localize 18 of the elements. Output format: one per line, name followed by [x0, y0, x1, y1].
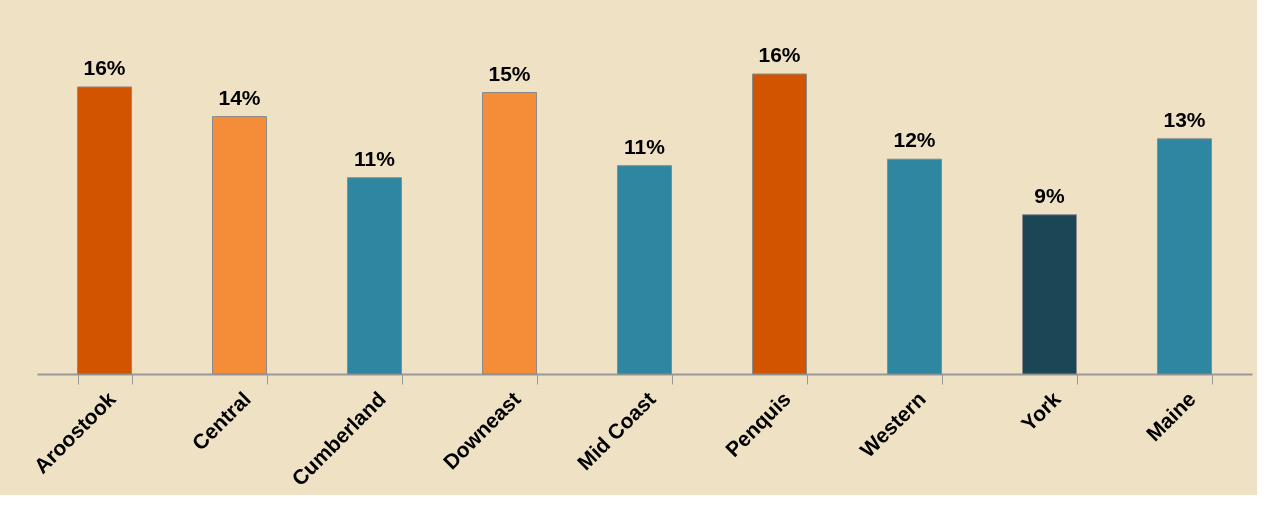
bar: [347, 177, 402, 375]
bar: [482, 92, 537, 375]
bar: [212, 116, 267, 375]
data-label: 12%: [893, 128, 936, 152]
data-label: 16%: [83, 55, 126, 79]
bar: [887, 158, 942, 375]
data-label: 14%: [218, 85, 261, 109]
bar: [752, 73, 807, 375]
data-label: 11%: [354, 146, 396, 170]
bar: [77, 86, 132, 375]
bar: [617, 165, 672, 375]
data-label: 11%: [624, 134, 666, 158]
bar: [1157, 138, 1212, 375]
bar: [1022, 214, 1077, 375]
data-label: 13%: [1163, 107, 1206, 131]
data-label: 16%: [758, 43, 801, 66]
data-label: 9%: [1034, 183, 1065, 207]
data-label: 15%: [488, 61, 531, 85]
